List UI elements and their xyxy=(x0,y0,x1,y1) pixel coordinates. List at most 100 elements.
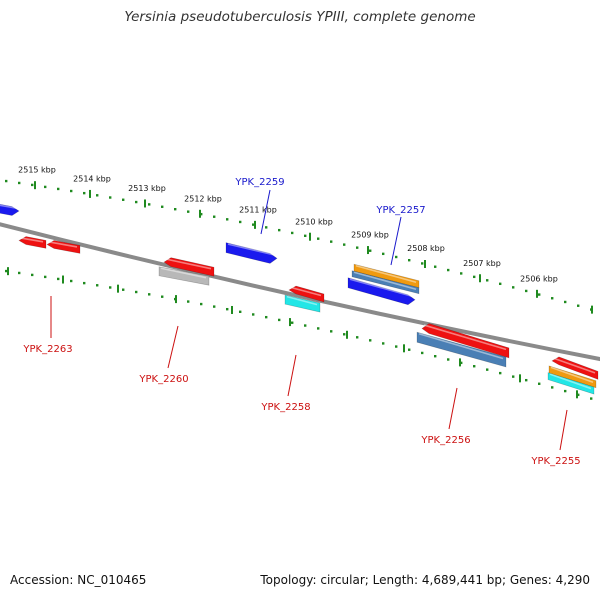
inner-scale-dot xyxy=(226,307,229,311)
gene-blue-edge-highlight xyxy=(0,204,17,209)
inner-scale-dot xyxy=(538,382,541,385)
outer-scale-dot xyxy=(122,198,125,201)
outer-scale-dot xyxy=(278,228,281,232)
outer-scale-dot xyxy=(200,212,203,216)
gene-steel-2257[interactable] xyxy=(351,270,420,295)
inner-scale-dot xyxy=(382,342,385,345)
inner-scale-dot xyxy=(369,339,372,342)
gene-ypk-2263a[interactable] xyxy=(18,236,47,249)
inner-scale-dot xyxy=(577,393,580,397)
gene-label-above: YPK_2257 xyxy=(375,205,425,216)
kbp-label: 2506 kbp xyxy=(520,274,558,283)
outer-scale-dot xyxy=(5,179,8,183)
gene-ypk-2256[interactable] xyxy=(421,323,510,359)
inner-scale-dot xyxy=(109,286,112,289)
outer-scale-dot xyxy=(96,194,99,197)
leader-line xyxy=(559,409,568,451)
inner-scale-dot xyxy=(96,284,99,287)
gene-cyan-2255[interactable] xyxy=(547,372,595,395)
inner-scale-dot xyxy=(564,389,567,393)
outer-scale-dot xyxy=(538,293,541,296)
gene-cyan-2255-highlight xyxy=(549,373,592,390)
outer-scale-dot xyxy=(57,187,60,191)
inner-scale-dot xyxy=(135,290,138,294)
outer-scale-dot xyxy=(265,226,268,229)
outer-scale-dot xyxy=(434,265,437,268)
outer-scale-dot xyxy=(135,200,138,204)
outer-scale-dot xyxy=(239,220,242,224)
gene-ypk-2259[interactable] xyxy=(225,242,278,264)
outer-scale-dot xyxy=(70,189,73,193)
gene-label-below: YPK_2258 xyxy=(260,402,310,413)
kbp-label: 2514 kbp xyxy=(73,174,111,183)
gene-ypk-2263b[interactable] xyxy=(46,240,81,254)
outer-scale-dot xyxy=(291,231,294,235)
inner-scale-dot xyxy=(486,368,489,371)
outer-scale-dot xyxy=(577,304,580,307)
outer-scale-dot xyxy=(317,237,320,240)
gene-cyan-2258-highlight xyxy=(286,295,318,306)
outer-scale-dot xyxy=(161,205,164,208)
inner-scale-dot xyxy=(187,300,190,303)
gene-ypk-2260[interactable] xyxy=(163,257,215,277)
outer-scale-dot xyxy=(304,234,307,238)
leader-line xyxy=(448,387,458,430)
outer-scale-dot xyxy=(83,191,86,195)
inner-scale-dot xyxy=(343,333,346,336)
kbp-label: 2511 kbp xyxy=(239,205,277,214)
kbp-label: 2510 kbp xyxy=(295,218,333,227)
gene-ypk-2255[interactable] xyxy=(551,356,599,380)
inner-scale-dot xyxy=(18,271,21,275)
gene-grey-2260[interactable] xyxy=(158,266,210,286)
inner-scale-dot xyxy=(499,371,502,375)
gene-steel-2256[interactable] xyxy=(416,331,507,368)
inner-scale-dot xyxy=(395,345,398,348)
outer-scale-dot xyxy=(382,252,385,256)
gene-label-below: YPK_2256 xyxy=(420,435,470,446)
inner-scale-dot xyxy=(239,310,242,313)
leader-line xyxy=(167,325,179,369)
inner-scale-dot xyxy=(161,295,164,298)
outer-scale-dot xyxy=(330,240,333,243)
inner-scale-dot xyxy=(200,302,203,306)
gene-orange-2255[interactable] xyxy=(548,365,597,389)
outer-scale-dot xyxy=(408,258,411,262)
leader-line xyxy=(287,354,297,397)
gene-orange-2255-highlight xyxy=(550,366,594,383)
inner-scale-dot xyxy=(590,397,593,400)
kbp-label: 2509 kbp xyxy=(351,231,389,240)
gene-blue-edge[interactable] xyxy=(0,203,20,216)
inner-scale-dot xyxy=(278,318,281,322)
outer-scale-dot xyxy=(226,218,229,221)
kbp-label: 2508 kbp xyxy=(407,244,445,253)
inner-scale-dot xyxy=(447,358,450,361)
gene-ypk-2263b-highlight xyxy=(48,241,78,248)
kbp-label: 2512 kbp xyxy=(184,194,222,203)
gene-steel-2257-highlight xyxy=(353,271,417,291)
outer-scale-dot xyxy=(31,183,34,187)
outer-scale-dot xyxy=(252,223,255,226)
inner-scale-dot xyxy=(525,378,528,382)
gene-blue-2257[interactable] xyxy=(347,277,416,306)
gene-ypk-2255-highlight xyxy=(553,357,596,374)
outer-scale-dot xyxy=(356,246,359,249)
inner-scale-dot xyxy=(5,269,8,273)
inner-scale-dot xyxy=(304,324,307,327)
outer-scale-dot xyxy=(395,255,398,259)
inner-scale-dot xyxy=(434,355,437,358)
inner-scale-dot xyxy=(330,330,333,333)
gene-ypk-2258[interactable] xyxy=(288,285,325,303)
gene-cyan-2258[interactable] xyxy=(284,294,321,313)
gene-label-above: YPK_2259 xyxy=(234,177,284,188)
inner-scale-dot xyxy=(213,305,216,308)
gene-ypk-2263a-highlight xyxy=(20,237,44,243)
inner-scale-dot xyxy=(473,365,476,368)
kbp-label: 2507 kbp xyxy=(463,259,501,268)
outer-scale-dot xyxy=(551,297,554,300)
genome-backbone xyxy=(0,222,600,362)
gene-blue-2257-highlight xyxy=(349,278,413,297)
leader-line xyxy=(260,189,271,235)
inner-scale-dot xyxy=(421,351,424,355)
inner-scale-dot xyxy=(265,315,268,319)
